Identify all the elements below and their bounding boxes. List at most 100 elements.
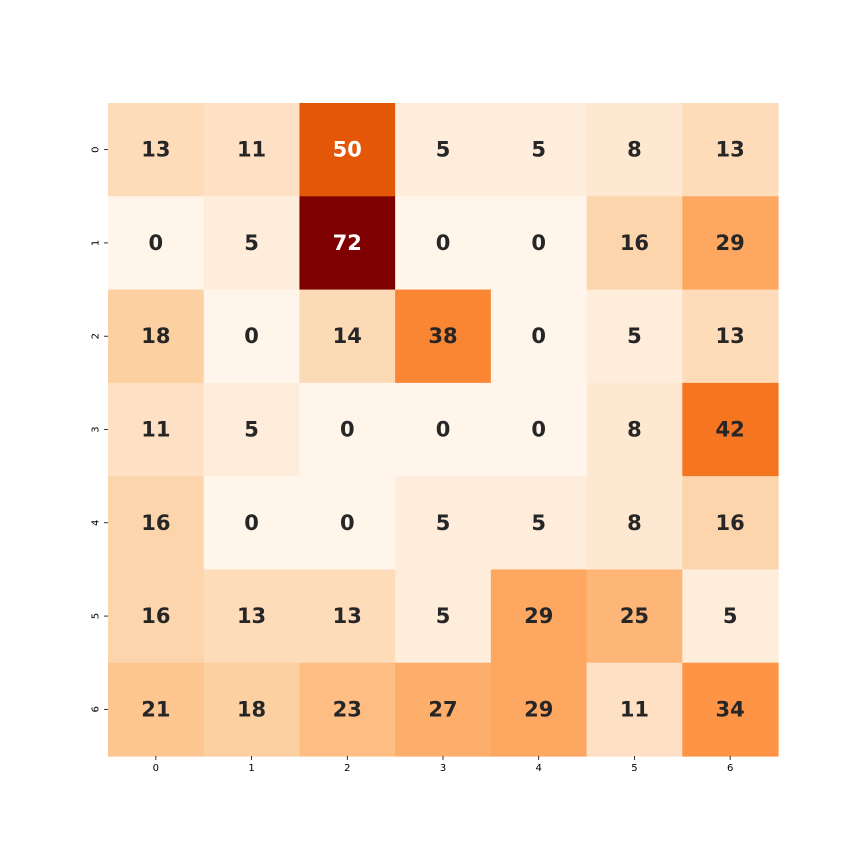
cell-value-r2-c4: 0 [531,324,546,348]
heatmap-cell-r5-c0 [108,569,205,664]
cell-value-r2-c2: 14 [333,324,362,348]
x-axis: 0 1 2 3 4 5 6 [153,756,733,774]
heatmap-cell-r5-c2 [299,569,396,664]
heatmap-cell-r6-c2 [299,662,396,757]
heatmap-cell-r3-c2 [299,382,396,477]
heatmap-cell-r0-c1 [203,103,301,197]
cell-value-r2-c5: 5 [627,324,642,348]
heatmap-cell-r6-c4 [490,662,588,757]
cell-value-r6-c4: 29 [524,697,553,721]
cell-value-r6-c3: 27 [428,697,457,721]
heatmap-cell-r2-c6 [682,289,779,384]
cell-value-r0-c6: 13 [716,138,745,162]
cell-value-r1-c0: 0 [149,231,164,255]
heatmap-cell-r2-c5 [586,289,683,384]
heatmap-cell-r4-c3 [395,476,492,571]
heatmap-cell-r1-c3 [395,196,492,291]
cell-value-r0-c2: 50 [333,138,362,162]
x-tick-label-3: 3 [440,763,446,774]
y-tick-label-4: 4 [91,520,102,526]
cell-value-r1-c3: 0 [436,231,451,255]
x-tick-label-0: 0 [153,763,159,774]
heatmap-cell-r0-c0 [108,103,205,197]
heatmap-cell-r2-c3 [395,289,492,384]
heatmap-cell-r1-c2 [299,196,396,291]
cell-value-r4-c1: 0 [244,511,259,535]
heatmap-cell-r2-c0 [108,289,205,384]
cell-value-r0-c5: 8 [627,138,642,162]
heatmap-cell-r3-c3 [395,382,492,477]
cell-value-r1-c5: 16 [620,231,649,255]
cell-value-r5-c3: 5 [436,604,451,628]
cell-value-r1-c2: 72 [333,231,362,255]
heatmap-cell-r3-c0 [108,382,205,477]
cell-value-r1-c6: 29 [716,231,745,255]
y-axis: 0 1 2 3 4 5 6 [91,146,108,713]
heatmap-cell-r2-c2 [299,289,396,384]
cell-value-r4-c0: 16 [141,511,170,535]
heatmap-cell-r0-c2 [299,103,396,197]
heatmap-cell-r4-c2 [299,476,396,571]
y-tick-label-0: 0 [91,146,102,152]
cell-value-r3-c2: 0 [340,418,355,442]
heatmap-cell-r3-c1 [203,382,301,477]
cell-value-r4-c6: 16 [716,511,745,535]
cell-value-r1-c4: 0 [531,231,546,255]
heatmap-cells [108,103,779,757]
cell-value-r2-c1: 0 [244,324,259,348]
heatmap-cell-r6-c1 [203,662,301,757]
heatmap-cell-r5-c4 [490,569,588,664]
cell-value-r3-c0: 11 [141,418,170,442]
heatmap-cell-r5-c6 [682,569,779,664]
heatmap-cell-r6-c0 [108,662,205,757]
heatmap-cell-r0-c5 [586,103,683,197]
cell-value-r3-c3: 0 [436,418,451,442]
heatmap-cell-r6-c3 [395,662,492,757]
x-tick-label-2: 2 [344,763,350,774]
heatmap-cell-r5-c3 [395,569,492,664]
cell-value-r4-c3: 5 [436,511,451,535]
heatmap-cell-r5-c5 [586,569,683,664]
heatmap-cell-r4-c1 [203,476,301,571]
heatmap-cell-r1-c0 [108,196,205,291]
cell-value-r0-c4: 5 [531,138,546,162]
cell-value-r4-c5: 8 [627,511,642,535]
x-tick-label-5: 5 [631,763,637,774]
cell-value-r6-c6: 34 [716,697,745,721]
y-tick-label-2: 2 [91,333,102,339]
cell-value-r0-c1: 11 [237,138,266,162]
cell-value-r1-c1: 5 [244,231,259,255]
heatmap-cell-r3-c6 [682,382,779,477]
cell-value-r0-c0: 13 [141,138,170,162]
cell-value-r0-c3: 5 [436,138,451,162]
x-tick-label-1: 1 [248,763,254,774]
cell-value-r4-c2: 0 [340,511,355,535]
heatmap-cell-r4-c4 [490,476,588,571]
heatmap-cell-r4-c6 [682,476,779,571]
cell-value-r4-c4: 5 [531,511,546,535]
y-tick-label-3: 3 [91,426,102,432]
cell-value-r2-c3: 38 [428,324,457,348]
y-tick-label-1: 1 [91,240,102,246]
heatmap-cell-r0-c4 [490,103,588,197]
heatmap-cell-r3-c5 [586,382,683,477]
cell-value-r5-c6: 5 [723,604,738,628]
cell-value-r6-c1: 18 [237,697,266,721]
cell-value-r3-c1: 5 [244,418,259,442]
cell-value-r3-c5: 8 [627,418,642,442]
heatmap-cell-r0-c6 [682,103,779,197]
y-tick-label-6: 6 [91,706,102,712]
heatmap-cell-r1-c5 [586,196,683,291]
heatmap-cell-r5-c1 [203,569,301,664]
cell-value-r6-c0: 21 [141,697,170,721]
heatmap-cell-r2-c4 [490,289,588,384]
heatmap-cell-r1-c1 [203,196,301,291]
cell-value-r2-c0: 18 [141,324,170,348]
cell-value-r6-c5: 11 [620,697,649,721]
heatmap-cell-r3-c4 [490,382,588,477]
cell-value-r5-c4: 29 [524,604,553,628]
heatmap-cell-r4-c0 [108,476,205,571]
cell-value-r3-c4: 0 [531,418,546,442]
